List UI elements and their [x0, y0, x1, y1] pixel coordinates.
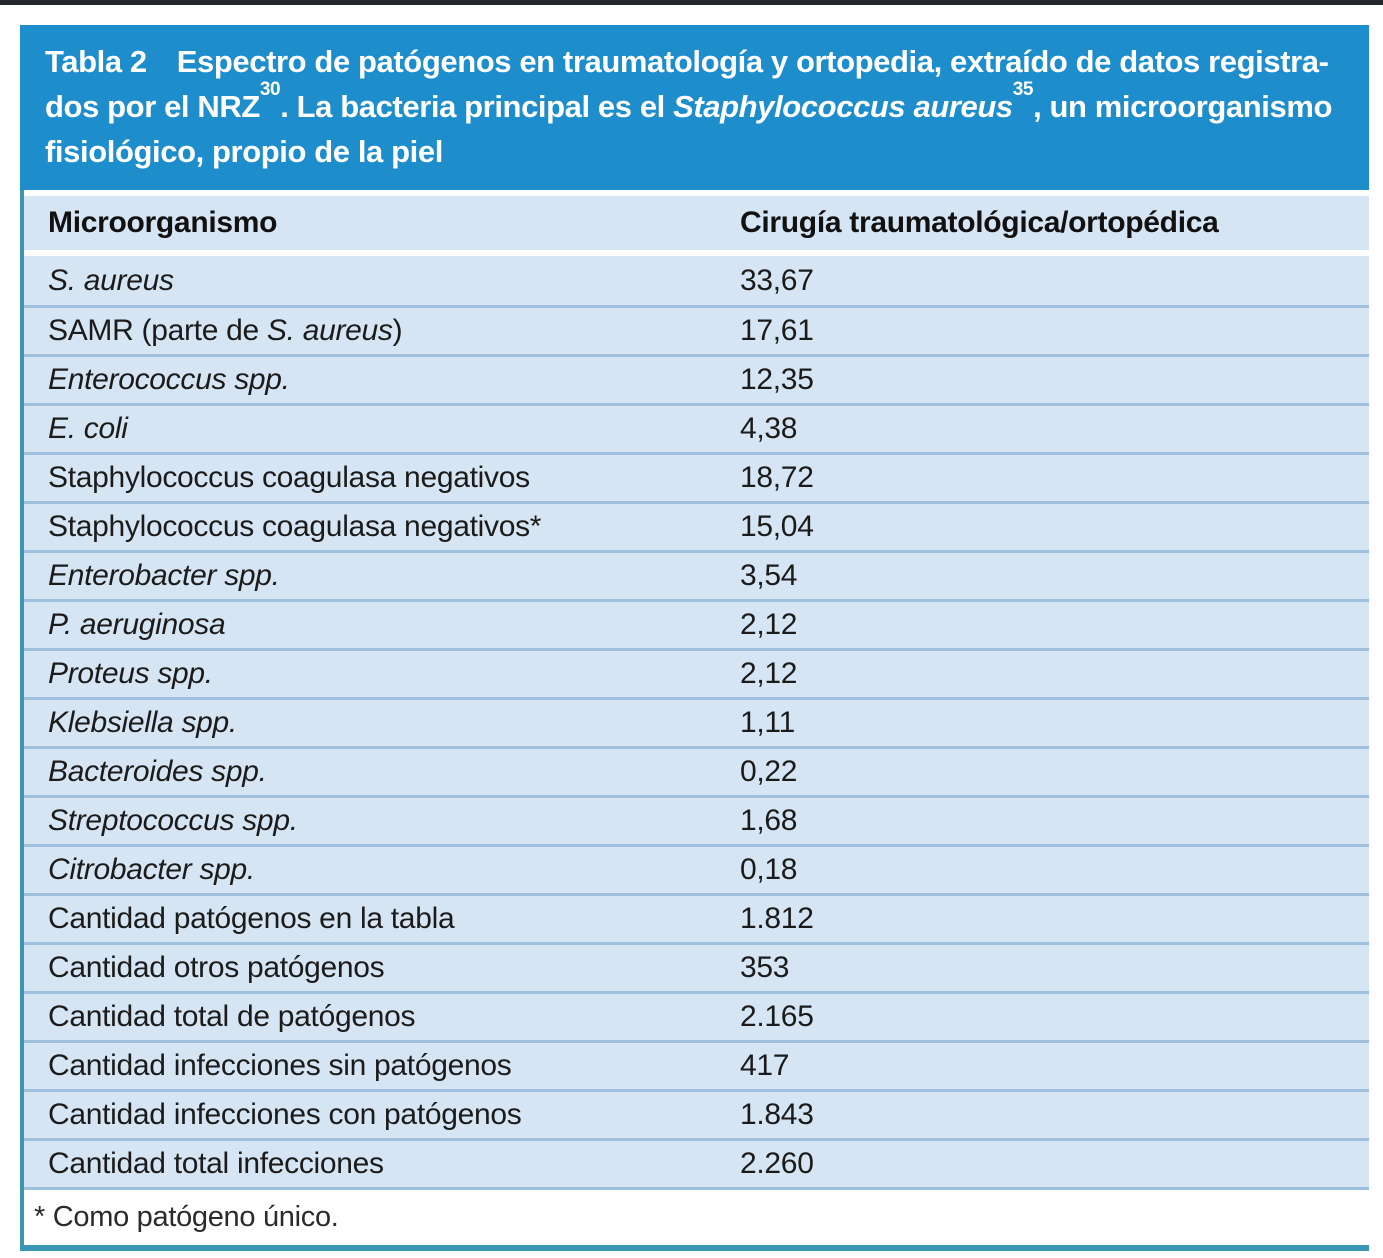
- microorganism-cell: Klebsiella spp.: [24, 697, 740, 748]
- title-body-gap: [24, 190, 1369, 196]
- microorganism-cell: Cantidad total de patógenos: [24, 991, 740, 1042]
- table-2-figure: Tabla 2 Espectro de patógenos en traumato…: [20, 25, 1369, 1251]
- microorganism-cell: Staphylococcus coagulasa negativos*: [24, 501, 740, 552]
- table-row: SAMR (parte de S. aureus) 17,61: [24, 305, 1369, 356]
- table-row: Proteus spp. 2,12: [24, 648, 1369, 699]
- footnote: * Como patógeno único.: [24, 1190, 1369, 1251]
- table-row: Klebsiella spp. 1,11: [24, 697, 1369, 748]
- table-lower-section: Microorganismo Cirugía traumatológica/or…: [20, 190, 1369, 1251]
- table-row: P. aeruginosa 2,12: [24, 599, 1369, 650]
- table-row: Streptococcus spp. 1,68: [24, 795, 1369, 846]
- microorganism-cell: Bacteroides spp.: [24, 746, 740, 797]
- table-row: Cantidad total infecciones 2.260: [24, 1138, 1369, 1187]
- microorganism-cell: Cantidad patógenos en la tabla: [24, 893, 740, 944]
- table-title-line: dos por el NRZ30. La bacteria principal …: [45, 78, 1333, 124]
- value-cell: 1.812: [740, 893, 1369, 944]
- microorganism-cell: P. aeruginosa: [24, 599, 740, 650]
- table-row: Enterobacter spp. 3,54: [24, 550, 1369, 601]
- value-cell: 0,22: [740, 746, 1369, 797]
- table-row: Cantidad patógenos en la tabla 1.812: [24, 893, 1369, 944]
- value-cell: 1,68: [740, 795, 1369, 846]
- value-cell: 3,54: [740, 550, 1369, 601]
- value-cell: 353: [740, 942, 1369, 993]
- microorganism-cell: S. aureus: [48, 263, 174, 297]
- table-row: Cantidad total de patógenos 2.165: [24, 991, 1369, 1042]
- value-cell: 4,38: [740, 403, 1369, 454]
- table-title-line: fisiológico, propio de la piel: [45, 134, 443, 169]
- microorganism-cell: Cantidad infecciones con patógenos: [24, 1089, 740, 1140]
- value-cell: 12,35: [740, 354, 1369, 405]
- microorganism-cell: E. coli: [24, 403, 740, 454]
- value-cell: 0,18: [740, 844, 1369, 895]
- value-cell: 2.165: [740, 991, 1369, 1042]
- table-row: Cantidad infecciones con patógenos 1.843: [24, 1089, 1369, 1140]
- microorganism-cell: Proteus spp.: [24, 648, 740, 699]
- table-body-wrap: Microorganismo Cirugía traumatológica/or…: [24, 196, 1369, 1190]
- value-cell: 417: [740, 1040, 1369, 1091]
- value-cell: 2,12: [740, 599, 1369, 650]
- table-header-row: Microorganismo Cirugía traumatológica/or…: [24, 196, 1369, 256]
- microorganism-cell: Enterococcus spp.: [24, 354, 740, 405]
- table-row: Cantidad otros patógenos 353: [24, 942, 1369, 993]
- top-rule: [0, 0, 1383, 5]
- table-title-bar: Tabla 2 Espectro de patógenos en traumato…: [20, 25, 1369, 190]
- table-row: S. aureus 33,67: [24, 253, 1369, 307]
- microorganism-cell: Cantidad total infecciones: [24, 1138, 740, 1187]
- microorganism-cell: Citrobacter spp.: [24, 844, 740, 895]
- table-row: Staphylococcus coagulasa negativos 18,72: [24, 452, 1369, 503]
- value-cell: 1.843: [740, 1089, 1369, 1140]
- table-rows: S. aureus 33,67 SAMR (parte de S. aureus) 1…: [24, 253, 1369, 1187]
- microorganism-cell: SAMR (parte de S. aureus): [24, 305, 740, 356]
- value-cell: 2.260: [740, 1138, 1369, 1187]
- pathogen-table: Microorganismo Cirugía traumatológica/or…: [24, 196, 1369, 1187]
- table-row: E. coli 4,38: [24, 403, 1369, 454]
- value-cell: 1,11: [740, 697, 1369, 748]
- table-row: Cantidad infecciones sin patógenos 417: [24, 1040, 1369, 1091]
- value-cell: 2,12: [740, 648, 1369, 699]
- microorganism-cell: Enterobacter spp.: [24, 550, 740, 601]
- table-row: Enterococcus spp. 12,35: [24, 354, 1369, 405]
- table-row: Staphylococcus coagulasa negativos* 15,04: [24, 501, 1369, 552]
- value-cell: 33,67: [740, 263, 814, 297]
- table-row: Citrobacter spp. 0,18: [24, 844, 1369, 895]
- table-row: Bacteroides spp. 0,22: [24, 746, 1369, 797]
- microorganism-cell: Cantidad infecciones sin patógenos: [24, 1040, 740, 1091]
- microorganism-cell: Cantidad otros patógenos: [24, 942, 740, 993]
- table-title-line: Tabla 2 Espectro de patógenos en traumato…: [45, 44, 1329, 79]
- microorganism-cell: Staphylococcus coagulasa negativos: [24, 452, 740, 503]
- microorganism-cell: Streptococcus spp.: [24, 795, 740, 846]
- value-cell: 18,72: [740, 452, 1369, 503]
- value-cell: 17,61: [740, 305, 1369, 356]
- column-header-microorganismo: Microorganismo: [24, 196, 740, 256]
- column-header-cirugia: Cirugía traumatológica/ortopédica: [740, 196, 1369, 256]
- value-cell: 15,04: [740, 501, 1369, 552]
